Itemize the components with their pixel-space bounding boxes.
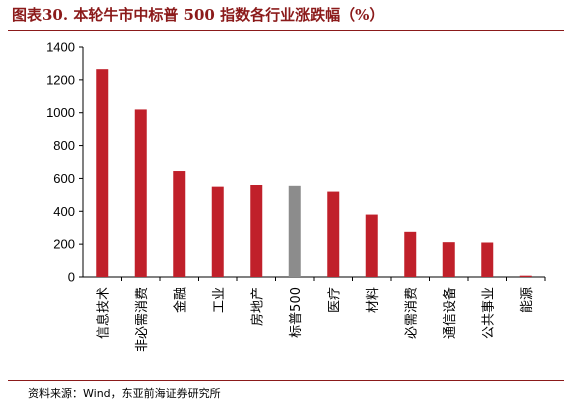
bar [365, 214, 378, 277]
x-tick-label: 材料 [366, 287, 381, 313]
y-tick-label: 600 [53, 171, 75, 186]
x-tick-label: 公共事业 [481, 287, 496, 339]
bar-chart: 0 200 400 600 800 1000 1200 1400 信息技术 非必需消费 金融 工业 房地… [46, 40, 546, 352]
bar [134, 109, 147, 277]
x-tick-label: 标普500 [289, 287, 304, 338]
y-tick-label: 400 [53, 204, 75, 219]
x-tick-label: 能源 [520, 287, 535, 313]
chart-title: 图表30. 本轮牛市中标普 500 指数各行业涨跌幅（%） [12, 6, 385, 24]
bar [519, 275, 532, 277]
y-tick-label: 200 [53, 237, 75, 252]
x-tick-label: 工业 [212, 287, 227, 313]
y-tick-label: 1400 [46, 40, 75, 55]
y-tick-label: 0 [68, 270, 75, 285]
y-tick-label: 1200 [46, 72, 75, 87]
bar [96, 69, 109, 277]
bar [288, 185, 301, 277]
bar [404, 231, 417, 277]
x-tick-label: 通信设备 [442, 287, 458, 339]
x-tick-label: 房地产 [249, 287, 265, 326]
x-tick-label: 非必需消费 [135, 287, 150, 352]
source-note: 资料来源：Wind，东亚前海证券研究所 [28, 387, 221, 400]
y-tick-label: 1000 [46, 105, 75, 120]
x-tick-label: 医疗 [327, 287, 342, 313]
x-tick-label: 信息技术 [95, 287, 111, 339]
source-divider [8, 380, 564, 381]
x-tick-label: 必需消费 [404, 287, 419, 339]
bar [327, 191, 340, 277]
title-divider [8, 30, 564, 31]
bar [211, 186, 224, 277]
bar [250, 185, 263, 277]
bar [481, 242, 494, 277]
bar [442, 242, 455, 277]
x-tick-label: 金融 [172, 287, 188, 313]
y-tick-label: 800 [53, 138, 75, 153]
bar [173, 171, 186, 277]
